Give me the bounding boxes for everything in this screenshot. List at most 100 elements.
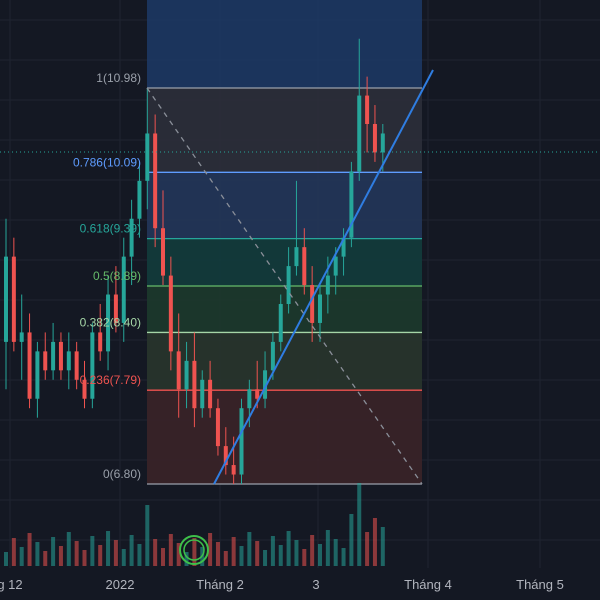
volume-bar bbox=[278, 545, 283, 566]
volume-bar bbox=[286, 531, 291, 566]
candle-body bbox=[341, 237, 346, 257]
time-axis-label: Tháng 4 bbox=[404, 577, 452, 592]
candle-body bbox=[231, 465, 236, 475]
time-axis-label: Tháng 2 bbox=[196, 577, 244, 592]
candle-body bbox=[90, 332, 95, 399]
volume-bar bbox=[35, 542, 40, 566]
candle-body bbox=[286, 266, 291, 304]
fib-band bbox=[147, 286, 422, 333]
volume-bar bbox=[121, 549, 126, 566]
candle-body bbox=[239, 408, 244, 475]
volume-bar bbox=[184, 552, 189, 566]
candle-body bbox=[270, 341, 275, 371]
volume-bar bbox=[90, 536, 95, 566]
fib-level-label: 0.618(9.39) bbox=[80, 222, 141, 236]
fib-level-label: 1(10.98) bbox=[96, 71, 141, 85]
candle-body bbox=[325, 275, 330, 295]
fib-retracement-zone[interactable] bbox=[147, 0, 422, 485]
fib-level-label: 0(6.80) bbox=[103, 467, 141, 481]
candle-body bbox=[349, 171, 354, 238]
candle-body bbox=[380, 133, 385, 153]
candle-body bbox=[4, 256, 8, 342]
candle-body bbox=[318, 294, 322, 323]
volume-bar bbox=[208, 533, 213, 566]
candle-body bbox=[215, 408, 220, 447]
fib-level-label: 0.236(7.79) bbox=[80, 373, 141, 387]
volume-bar bbox=[372, 518, 377, 566]
candle-body bbox=[192, 360, 197, 409]
candle-body bbox=[255, 389, 260, 399]
volume-bar bbox=[270, 536, 275, 566]
volume-bar bbox=[341, 548, 346, 566]
volume-bar bbox=[310, 535, 315, 566]
volume-bar bbox=[153, 539, 158, 566]
ff-logo-icon bbox=[179, 535, 209, 565]
candle-body bbox=[82, 379, 87, 399]
candle-body bbox=[51, 341, 56, 371]
volume-bar bbox=[145, 505, 150, 566]
fib-labels: 1(10.98) 0.786(10.09) 0.618(9.39) 0.5(8.89)… bbox=[73, 71, 141, 481]
candle-body bbox=[247, 389, 252, 409]
volume-bar bbox=[223, 551, 228, 566]
volume-bar bbox=[357, 483, 362, 566]
candle-body bbox=[310, 285, 315, 323]
volume-bar bbox=[192, 538, 197, 566]
candle-body bbox=[263, 370, 268, 399]
fib-band-top bbox=[147, 0, 422, 88]
candles bbox=[4, 38, 385, 484]
volume-bar bbox=[58, 546, 63, 566]
volume-bar bbox=[294, 540, 299, 566]
candle-body bbox=[35, 351, 40, 399]
candle-body bbox=[161, 228, 165, 276]
candle-body bbox=[58, 341, 63, 371]
candle-body bbox=[365, 95, 370, 124]
candle-body bbox=[223, 446, 228, 466]
volume-bar bbox=[349, 514, 354, 566]
volume-bar bbox=[263, 550, 268, 566]
candle-body bbox=[278, 304, 283, 342]
candle-body bbox=[372, 124, 377, 153]
fib-diagonal-dashed bbox=[146, 87, 423, 485]
candle-body bbox=[19, 332, 24, 342]
volume-bar bbox=[231, 537, 236, 566]
volume-bar bbox=[215, 542, 220, 566]
volume-bar bbox=[19, 547, 24, 566]
trend-line bbox=[213, 69, 434, 485]
volume-bar bbox=[11, 538, 16, 566]
volume-bar bbox=[168, 534, 173, 566]
fib-level-label: 0.5(8.89) bbox=[93, 269, 141, 283]
volume-bar bbox=[325, 530, 330, 566]
volume-bar bbox=[66, 532, 71, 566]
time-axis-label: g 12 bbox=[0, 577, 23, 592]
time-axis-label: 3 bbox=[312, 577, 319, 592]
candle-body bbox=[43, 351, 48, 371]
volume-bar bbox=[318, 544, 322, 566]
candle-body bbox=[145, 133, 150, 181]
volume-bar bbox=[82, 550, 87, 566]
fib-band bbox=[147, 238, 422, 286]
candle-body bbox=[153, 133, 158, 229]
volume-bar bbox=[365, 532, 370, 566]
volume-bar bbox=[247, 532, 252, 566]
volume-bar bbox=[98, 545, 103, 566]
fib-level-label: 0.382(8.40) bbox=[80, 315, 141, 329]
volume-bar bbox=[27, 533, 32, 566]
candle-body bbox=[106, 294, 111, 352]
volume-bar bbox=[113, 540, 118, 566]
volume-bar bbox=[137, 544, 142, 566]
candle-body bbox=[66, 351, 71, 371]
candle-body bbox=[121, 256, 126, 323]
candle-body bbox=[74, 351, 79, 380]
candle-body bbox=[27, 332, 32, 399]
volume-bar bbox=[380, 527, 385, 566]
candle-body bbox=[184, 360, 189, 390]
volume-bars bbox=[4, 483, 385, 566]
drawing-overlays[interactable] bbox=[0, 69, 600, 565]
candle-body bbox=[357, 95, 362, 172]
candle-body bbox=[113, 294, 118, 323]
volume-bar bbox=[239, 546, 244, 566]
volume-bar bbox=[74, 541, 79, 566]
time-axis: g 12 2022 Tháng 2 3 Tháng 4 Tháng 5 bbox=[0, 577, 564, 592]
volume-bar bbox=[255, 541, 260, 566]
